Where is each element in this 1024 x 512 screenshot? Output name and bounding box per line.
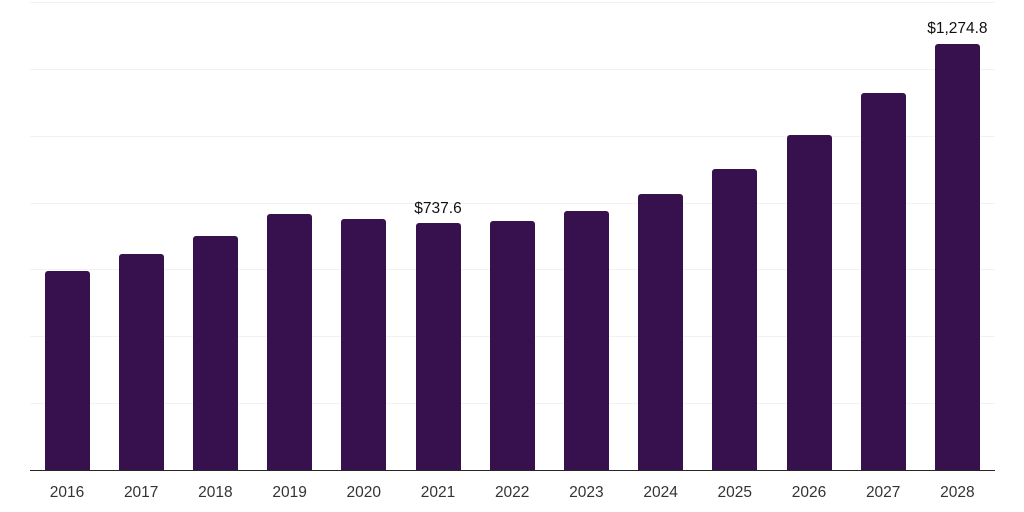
gridline — [30, 202, 995, 204]
x-axis-label-2024: 2024 — [643, 484, 678, 501]
bar-2027 — [860, 92, 906, 470]
data-label-2021: $737.6 — [414, 199, 462, 217]
x-axis-label-2017: 2017 — [123, 484, 159, 501]
bar-2028 — [934, 43, 980, 470]
x-axis-label-2022: 2022 — [494, 484, 530, 501]
plot-area: $737.6 $1,274.8 — [30, 2, 995, 471]
x-axis-label-2018: 2018 — [198, 484, 233, 501]
x-axis-label-2025: 2025 — [717, 484, 753, 501]
bar-2018 — [192, 235, 238, 470]
data-label-2028: $1,274.8 — [927, 20, 988, 38]
bar-2019 — [267, 213, 313, 470]
gridline — [30, 68, 995, 70]
x-axis-label-2016: 2016 — [49, 484, 85, 501]
bar-2016 — [44, 271, 90, 470]
x-axis-label-2020: 2020 — [346, 484, 382, 501]
bar-2021 — [415, 223, 461, 470]
x-axis-line — [30, 469, 995, 471]
x-axis-label-2028: 2028 — [940, 484, 975, 501]
bar-2025 — [712, 168, 758, 470]
x-axis-label-2023: 2023 — [569, 484, 604, 501]
bar-2022 — [489, 220, 535, 470]
gridline — [30, 2, 995, 3]
bar-2026 — [786, 134, 832, 470]
gridline — [30, 135, 995, 137]
x-axis-label-2021: 2021 — [420, 484, 456, 501]
x-axis-label-2019: 2019 — [272, 484, 307, 501]
bar-2017 — [118, 254, 164, 470]
bar-2024 — [638, 194, 684, 470]
x-axis-label-2026: 2026 — [791, 484, 827, 501]
bar-2023 — [563, 211, 609, 470]
x-axis-label-2027: 2027 — [865, 484, 901, 501]
bar-2020 — [341, 219, 387, 470]
